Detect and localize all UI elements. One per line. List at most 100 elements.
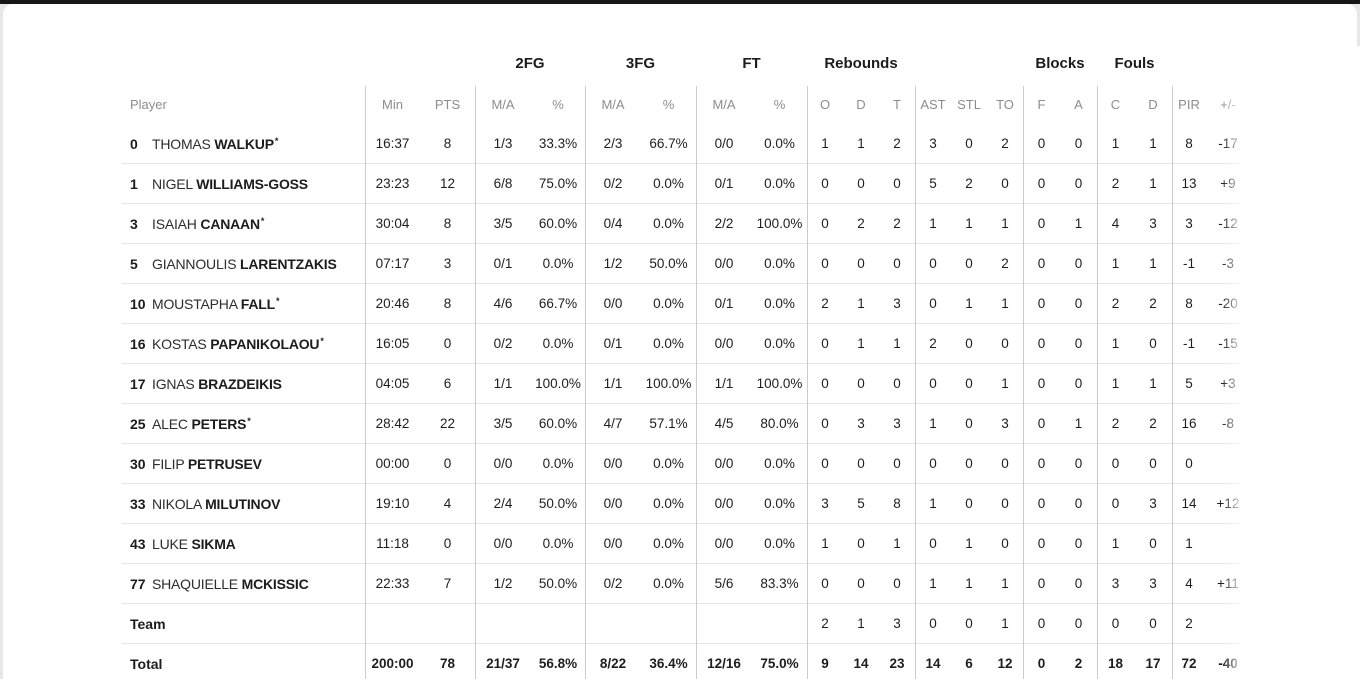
stat-cell: 0	[929, 376, 937, 391]
player-last-name: FALL	[240, 295, 275, 312]
stat-cell: 0	[1037, 456, 1046, 471]
stat-cell: 0/0	[714, 256, 734, 271]
stat-cell: 1/1	[714, 376, 734, 391]
stat-cell: 16	[1181, 416, 1197, 431]
column-divider	[1023, 86, 1024, 679]
stat-cell: 0	[893, 176, 901, 191]
stat-cell: 3	[893, 416, 901, 431]
stat-cell: 8	[443, 216, 452, 231]
stat-cell: 0	[1037, 656, 1046, 671]
stat-cell: 0	[929, 256, 937, 271]
stat-cell: 0	[1074, 496, 1083, 511]
player-cell: 16 KOSTAS PAPANIKOLAOU*	[122, 336, 365, 352]
stat-cell: 0	[1037, 376, 1046, 391]
stat-cell: 33.3%	[538, 136, 578, 151]
stat-group-header-row: 2FG 3FG FT Rebounds Blocks Fouls	[122, 52, 1250, 76]
group-header-fouls: Fouls	[1114, 55, 1155, 72]
stat-cell: 14	[1181, 496, 1197, 511]
row-label-cell: Total	[122, 656, 365, 672]
player-last-name: WALKUP	[214, 135, 274, 152]
table-row: 17 IGNAS BRAZDEIKIS 04:05 6 1/1 100.0% 1/1 100.…	[122, 364, 1250, 404]
stat-cell: 0	[1149, 336, 1157, 351]
stat-cell: 0	[1037, 216, 1046, 231]
stat-cell: 1	[857, 336, 865, 351]
col-to: TO	[996, 97, 1014, 112]
stat-cell: 2	[1001, 136, 1009, 151]
player-last-name: CANAAN	[200, 215, 260, 232]
table-body: 0 THOMAS WALKUP* 16:37 8 1/3 33.3% 2/3 66.7% 0/0…	[122, 124, 1250, 679]
stat-cell: 1	[929, 216, 937, 231]
stat-cell: 5/6	[714, 576, 734, 591]
player-last-name: PETERS	[191, 415, 247, 432]
stat-cell: 0	[821, 216, 829, 231]
group-header-blocks: Blocks	[1035, 55, 1085, 72]
stat-cell: 0	[965, 616, 973, 631]
stat-cell: 0.0%	[764, 136, 795, 151]
stat-cell: 3	[893, 296, 901, 311]
player-first-name: THOMAS	[152, 135, 215, 152]
starter-mark: *	[274, 135, 279, 146]
stat-cell: 4	[1185, 576, 1193, 591]
stat-cell: 0	[1001, 336, 1009, 351]
player-first-name: ALEC	[152, 415, 192, 432]
table-row: 10 MOUSTAPHA FALL* 20:46 8 4/6 66.7% 0/0 0.0% 0/…	[122, 284, 1250, 324]
col-stl: STL	[957, 97, 981, 112]
stat-cell: 1	[1185, 536, 1193, 551]
stat-cell: 04:05	[375, 376, 410, 391]
stat-cell: 0	[1037, 536, 1046, 551]
stat-cell: 50.0%	[538, 496, 578, 511]
player-cell: 0 THOMAS WALKUP*	[122, 136, 365, 152]
column-divider	[1097, 86, 1098, 679]
stat-cell: 0	[821, 456, 829, 471]
stat-cell: 1	[1074, 416, 1083, 431]
col-pir: PIR	[1178, 97, 1200, 112]
col-ft-pct: %	[773, 97, 786, 112]
stat-cell: 8/22	[599, 656, 627, 671]
stat-cell: 2	[821, 296, 829, 311]
group-header-3fg: 3FG	[625, 55, 656, 72]
table-row: 43 LUKE SIKMA 11:18 0 0/0 0.0% 0/0 0.0% 0/0 0.0% 1…	[122, 524, 1250, 564]
stat-cell: 0	[1074, 456, 1083, 471]
stat-cell: 20:46	[375, 296, 410, 311]
player-first-name: FILIP	[152, 455, 188, 472]
player-first-name: MOUSTAPHA	[152, 295, 241, 312]
stat-cell: 0.0%	[764, 536, 795, 551]
stat-cell: 0.0%	[653, 216, 684, 231]
stat-cell: +9	[1220, 176, 1236, 191]
stat-cell: 0	[1037, 296, 1046, 311]
stat-cell: 3	[443, 256, 452, 271]
stat-cell: 0	[443, 456, 452, 471]
stat-cell: 0	[893, 376, 901, 391]
column-header-row: Player Min PTS M/A % M/A % M/A % O D T A…	[122, 96, 1250, 113]
stat-cell: 0	[1149, 616, 1157, 631]
player-first-name: NIKOLA	[152, 495, 206, 512]
stat-cell: 1	[821, 136, 829, 151]
stat-cell: 21/37	[486, 656, 520, 671]
stat-cell: 5	[1185, 376, 1193, 391]
stat-cell: 0	[929, 296, 937, 311]
stat-cell: 0/1	[493, 256, 513, 271]
player-last-name: SIKMA	[191, 535, 236, 552]
table-row: Total 200:00 78 21/37 56.8% 8/22 36.4% 12/16 75.…	[122, 644, 1250, 679]
col-min: Min	[382, 97, 403, 112]
stat-cell: 0	[1074, 376, 1083, 391]
stat-cell: 0	[1037, 256, 1046, 271]
jersey-number: 33	[130, 495, 146, 512]
stat-cell: 3/5	[493, 216, 513, 231]
stat-cell: 8	[1185, 296, 1193, 311]
jersey-number: 43	[130, 535, 146, 552]
stat-cell: 1/2	[603, 256, 623, 271]
player-cell: 77 SHAQUIELLE MCKISSIC	[122, 576, 365, 592]
stat-cell: 0	[1037, 496, 1046, 511]
stat-cell: 14	[925, 656, 941, 671]
stat-cell: 1	[929, 576, 937, 591]
stat-cell: 2	[1149, 296, 1157, 311]
stat-cell: 6	[443, 376, 452, 391]
stat-cell: 1	[893, 336, 901, 351]
col-3fg-ma: M/A	[601, 97, 625, 112]
stat-cell: 0.0%	[653, 536, 684, 551]
col-reb-o: O	[819, 97, 831, 112]
jersey-number: 10	[130, 295, 146, 312]
stat-cell: 0/0	[603, 536, 623, 551]
player-cell: 43 LUKE SIKMA	[122, 536, 365, 552]
